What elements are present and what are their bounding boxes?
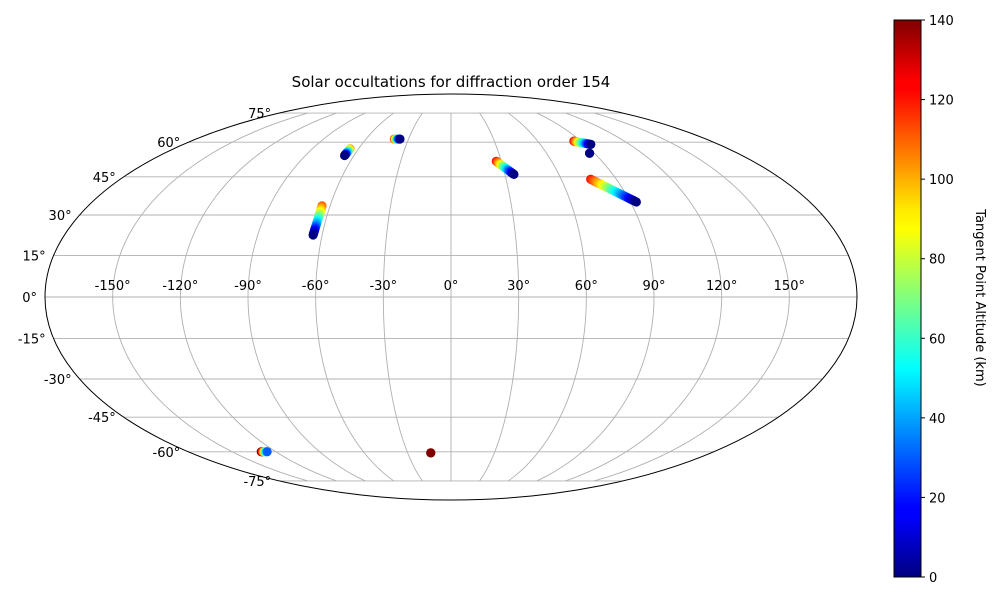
- longitude-tick-label: -120°: [162, 279, 198, 294]
- colorbar-tick-label: 120: [929, 94, 954, 109]
- latitude-tick-label: 45°: [93, 171, 116, 186]
- longitude-tick-label: 120°: [706, 279, 737, 294]
- occultation-point: [308, 230, 318, 240]
- longitude-tick-label: 0°: [444, 279, 459, 294]
- latitude-tick-labels: 75° 60° 45° 30° 15° 0° -15° -30° -45° -60° -75°: [18, 107, 271, 490]
- colorbar-tick-label: 20: [929, 491, 946, 506]
- map-grid: [45, 112, 857, 482]
- colorbar-tick-label: 100: [929, 173, 954, 188]
- colorbar-label: Tangent Point Altitude (km): [972, 208, 987, 386]
- colorbar-tick-label: 140: [929, 14, 954, 29]
- latitude-tick-label: 15°: [23, 249, 46, 264]
- occultation-point: [586, 139, 596, 149]
- longitude-tick-labels: -150° -120° -90° -60° -30° 0° 30° 60° 90° 120° 150…: [95, 279, 805, 294]
- occultation-point: [509, 169, 519, 179]
- longitude-gridline: [536, 112, 655, 482]
- latitude-tick-label: -75°: [243, 475, 271, 490]
- longitude-tick-label: 30°: [507, 279, 530, 294]
- occultation-points: [256, 134, 641, 458]
- latitude-tick-label: 0°: [22, 291, 37, 306]
- latitude-tick-label: -60°: [153, 446, 181, 461]
- occultation-point: [584, 148, 595, 158]
- colorbar-tick-label: 40: [929, 412, 946, 427]
- occultation-point: [339, 150, 350, 161]
- colorbar-tick-label: 60: [929, 332, 946, 347]
- longitude-tick-label: -90°: [234, 279, 262, 294]
- latitude-tick-label: -45°: [88, 411, 116, 426]
- longitude-gridline: [315, 112, 394, 482]
- longitude-gridline: [565, 112, 723, 482]
- latitude-tick-label: -15°: [18, 333, 46, 348]
- colorbar-tick-label: 80: [929, 253, 946, 268]
- colorbar-gradient: [893, 19, 922, 578]
- chart-title: Solar occultations for diffraction order…: [292, 73, 611, 91]
- longitude-tick-label: -150°: [95, 279, 131, 294]
- occultation-point: [426, 448, 436, 458]
- colorbar-tick-label: 0: [929, 571, 937, 586]
- colorbar-ticks: 0 20 40 60 80 100 120 140: [921, 14, 954, 586]
- occultation-point: [262, 447, 272, 457]
- latitude-tick-label: 60°: [157, 136, 180, 151]
- longitude-gridline: [247, 112, 366, 482]
- occultation-point: [631, 197, 641, 207]
- latitude-tick-label: -30°: [44, 373, 72, 388]
- longitude-gridline: [179, 112, 337, 482]
- longitude-gridline: [382, 112, 423, 482]
- longitude-gridline: [594, 112, 790, 482]
- map-outline: [44, 93, 858, 501]
- latitude-tick-label: 30°: [49, 209, 72, 224]
- latitude-tick-label: 75°: [248, 107, 271, 122]
- longitude-gridline: [508, 112, 587, 482]
- longitude-tick-label: 150°: [774, 279, 805, 294]
- colorbar: 0 20 40 60 80 100 120 140 Tangent Point Altitud…: [893, 14, 987, 586]
- longitude-tick-label: -60°: [302, 279, 330, 294]
- longitude-tick-label: -30°: [369, 279, 397, 294]
- longitude-tick-label: 90°: [642, 279, 665, 294]
- occultation-point: [395, 134, 405, 144]
- longitude-tick-label: 60°: [575, 279, 598, 294]
- longitude-gridline: [112, 112, 308, 482]
